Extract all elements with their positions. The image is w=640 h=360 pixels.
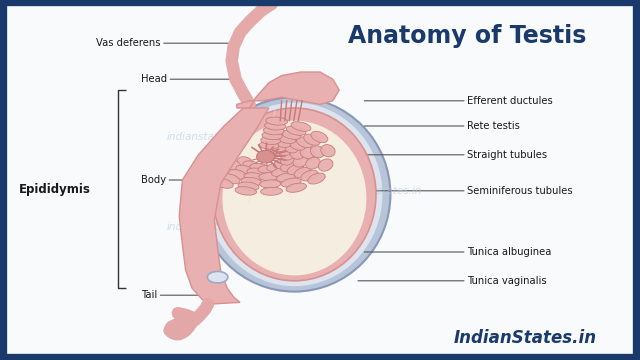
- Ellipse shape: [228, 170, 246, 179]
- Ellipse shape: [260, 180, 281, 188]
- Ellipse shape: [258, 165, 278, 173]
- Text: Efferent ductules: Efferent ductules: [364, 96, 553, 106]
- Ellipse shape: [275, 145, 291, 156]
- Ellipse shape: [286, 126, 306, 135]
- Ellipse shape: [294, 167, 311, 178]
- Ellipse shape: [280, 162, 297, 172]
- Text: Tail: Tail: [141, 290, 212, 300]
- Ellipse shape: [276, 173, 296, 182]
- Ellipse shape: [259, 141, 279, 149]
- Ellipse shape: [213, 108, 376, 281]
- Ellipse shape: [296, 137, 313, 148]
- Ellipse shape: [293, 156, 307, 167]
- Ellipse shape: [267, 163, 285, 171]
- Text: Vas deferens: Vas deferens: [96, 38, 231, 48]
- Ellipse shape: [247, 168, 266, 176]
- Ellipse shape: [282, 130, 301, 139]
- Ellipse shape: [286, 183, 307, 192]
- Ellipse shape: [280, 149, 294, 160]
- Ellipse shape: [236, 165, 253, 175]
- Ellipse shape: [291, 122, 311, 131]
- Text: Tunica vaginalis: Tunica vaginalis: [358, 276, 547, 286]
- Text: Head: Head: [141, 74, 241, 84]
- Text: Seminiferous tubules: Seminiferous tubules: [364, 186, 573, 196]
- Ellipse shape: [277, 134, 296, 143]
- Ellipse shape: [268, 143, 286, 152]
- Ellipse shape: [235, 187, 257, 195]
- Text: IndianStates.in: IndianStates.in: [453, 329, 596, 347]
- Ellipse shape: [260, 187, 282, 195]
- Circle shape: [207, 271, 228, 283]
- Polygon shape: [237, 72, 339, 108]
- Ellipse shape: [266, 117, 288, 125]
- Ellipse shape: [300, 147, 314, 158]
- Text: Anatomy of Testis: Anatomy of Testis: [348, 24, 586, 48]
- Ellipse shape: [202, 166, 218, 177]
- Ellipse shape: [225, 159, 241, 171]
- Ellipse shape: [221, 174, 240, 184]
- Ellipse shape: [274, 159, 290, 168]
- Ellipse shape: [257, 150, 275, 163]
- Ellipse shape: [260, 136, 280, 144]
- Text: Body: Body: [141, 175, 186, 185]
- Ellipse shape: [207, 103, 383, 286]
- Ellipse shape: [290, 148, 304, 159]
- Ellipse shape: [244, 173, 264, 181]
- Text: indianstates.in: indianstates.in: [166, 132, 243, 142]
- Ellipse shape: [198, 97, 390, 292]
- Ellipse shape: [273, 138, 291, 148]
- Ellipse shape: [318, 159, 333, 171]
- Polygon shape: [179, 108, 269, 304]
- Ellipse shape: [250, 163, 269, 172]
- Ellipse shape: [304, 134, 321, 145]
- Ellipse shape: [223, 121, 367, 275]
- Text: indianstates.in: indianstates.in: [346, 186, 422, 196]
- Ellipse shape: [281, 178, 301, 187]
- Text: Tunica albuginea: Tunica albuginea: [364, 247, 552, 257]
- Ellipse shape: [287, 165, 304, 175]
- Ellipse shape: [308, 173, 325, 184]
- Ellipse shape: [237, 157, 253, 167]
- Text: Rete testis: Rete testis: [364, 121, 520, 131]
- Ellipse shape: [263, 127, 284, 135]
- Ellipse shape: [214, 178, 233, 188]
- Ellipse shape: [264, 122, 286, 130]
- Ellipse shape: [301, 170, 318, 181]
- Ellipse shape: [241, 177, 262, 186]
- Ellipse shape: [271, 168, 291, 177]
- Text: Epididymis: Epididymis: [19, 183, 90, 195]
- Ellipse shape: [311, 131, 328, 143]
- Text: indianstates.in: indianstates.in: [166, 222, 243, 232]
- Ellipse shape: [262, 132, 282, 140]
- Ellipse shape: [238, 182, 259, 190]
- Ellipse shape: [280, 154, 295, 165]
- Text: Straight tubules: Straight tubules: [364, 150, 547, 160]
- Ellipse shape: [259, 172, 279, 181]
- Ellipse shape: [289, 140, 305, 150]
- Ellipse shape: [321, 145, 335, 157]
- Ellipse shape: [306, 157, 320, 169]
- Ellipse shape: [243, 161, 260, 170]
- Ellipse shape: [282, 143, 298, 153]
- Ellipse shape: [214, 163, 229, 174]
- Ellipse shape: [310, 146, 324, 158]
